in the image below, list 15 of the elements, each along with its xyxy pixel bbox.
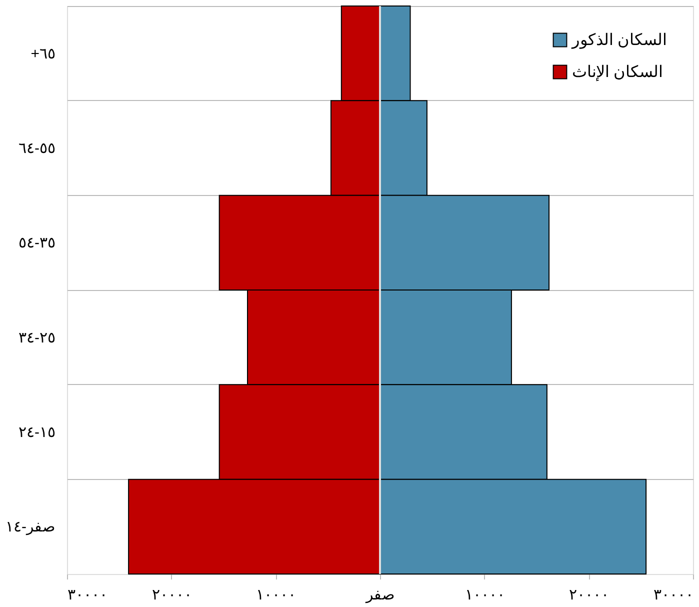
y-tick-label: ٣٥-٥٤ bbox=[18, 234, 56, 252]
y-tick-label: صفر-١٤ bbox=[6, 518, 56, 536]
legend-label: السكان الإناث bbox=[572, 64, 662, 81]
x-tick-label: ٢٠٠٠٠ bbox=[569, 586, 610, 604]
y-tick-label: ٥٥-٦٤ bbox=[18, 140, 56, 157]
legend-label: السكان الذكور bbox=[571, 32, 666, 49]
x-tick-label: ١٠٠٠٠ bbox=[256, 586, 296, 604]
x-tick-label: ٣٠٠٠٠ bbox=[68, 586, 108, 604]
y-tick-label: ٢٥-٣٤ bbox=[18, 329, 56, 346]
y-tick-label: +٦٥ bbox=[30, 45, 56, 62]
x-tick-label: صفر bbox=[365, 586, 395, 604]
y-tick-label: ١٥-٢٤ bbox=[18, 424, 56, 441]
x-tick-label: ١٠٠٠٠ bbox=[464, 586, 505, 604]
x-tick-label: ٣٠٠٠٠ bbox=[654, 586, 694, 604]
x-tick-label: ٢٠٠٠٠ bbox=[152, 586, 192, 604]
